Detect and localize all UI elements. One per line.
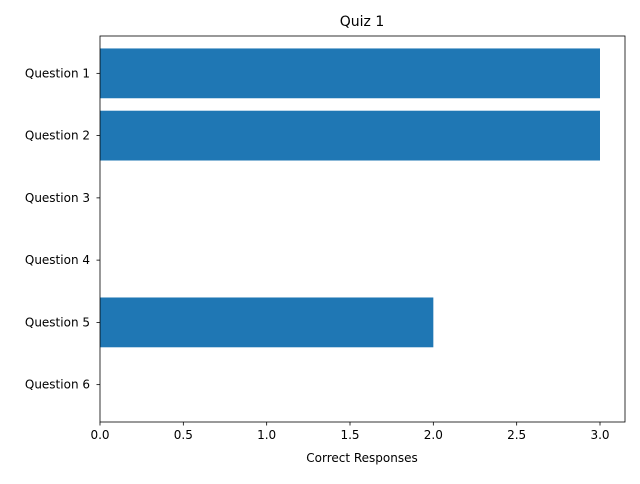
y-tick-label: Question 4: [25, 253, 90, 267]
bar-question-1: [100, 48, 600, 99]
axes-layer: 0.0 0.5 1.0 1.5 2.0 2.5 3.0 Question 1 Question …: [25, 35, 626, 442]
bar-question-2: [100, 110, 600, 161]
bar-question-5: [100, 297, 434, 348]
y-tick-label: Question 3: [25, 191, 90, 205]
chart-title: Quiz 1: [340, 14, 385, 30]
bars-layer: [100, 48, 600, 348]
y-tick-label: Question 1: [25, 66, 90, 80]
x-tick-label: 2.0: [424, 428, 443, 442]
plot-frame: [99, 35, 626, 423]
x-tick-label: 0.0: [90, 428, 109, 442]
x-axis-label: Correct Responses: [306, 451, 418, 465]
x-tick-label: 2.5: [507, 428, 526, 442]
y-tick-label: Question 5: [25, 315, 90, 329]
x-tick-label: 3.0: [590, 428, 609, 442]
y-tick-label: Question 2: [25, 129, 90, 143]
x-tick-label: 1.5: [340, 428, 359, 442]
x-tick-label: 1.0: [257, 428, 276, 442]
x-tick-label: 0.5: [174, 428, 193, 442]
y-tick-label: Question 6: [25, 378, 90, 392]
